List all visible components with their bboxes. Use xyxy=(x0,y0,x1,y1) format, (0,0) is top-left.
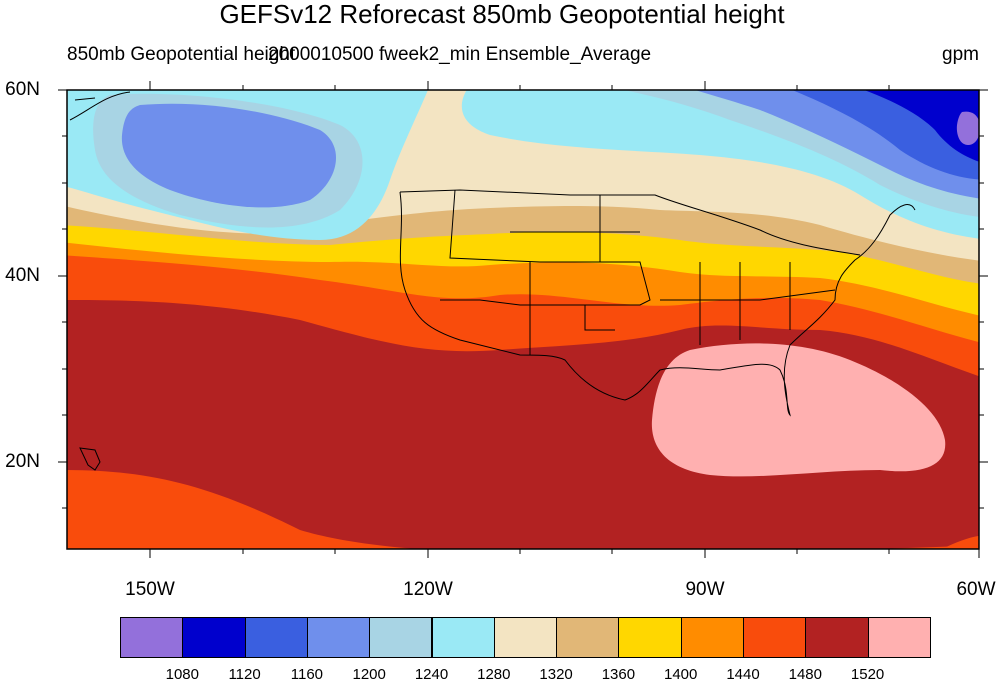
colorbar-label: 1520 xyxy=(850,666,885,683)
run-label: 2000010500 fweek2_min Ensemble_Average xyxy=(268,44,652,65)
colorbar-label: 1080 xyxy=(165,666,199,683)
colorbar-label: 1480 xyxy=(788,666,822,683)
lon-label-60w: 60W xyxy=(956,579,996,600)
band-1160-west xyxy=(121,103,337,208)
colorbar-label: 1240 xyxy=(414,666,449,683)
lat-label-20n: 20N xyxy=(5,451,40,472)
colorbar-label: 1400 xyxy=(664,666,698,683)
units-label: gpm xyxy=(942,44,979,65)
coastlines xyxy=(69,91,916,471)
colorbar-swatch xyxy=(306,617,371,658)
plot-frame xyxy=(66,89,980,550)
lon-label-150w: 150W xyxy=(125,579,175,600)
variable-label: 850mb Geopotential height xyxy=(67,44,296,65)
colorbar-swatch xyxy=(244,617,308,658)
colorbar-swatch xyxy=(680,617,744,658)
colorbar-label: 1120 xyxy=(228,666,261,683)
colorbar-swatch xyxy=(743,617,807,658)
band-1080 xyxy=(864,90,979,162)
colorbar-swatch xyxy=(431,617,495,658)
colorbar-label: 1280 xyxy=(477,666,511,683)
colorbar-label: 1200 xyxy=(352,666,386,683)
colorbar-swatch xyxy=(120,617,184,658)
colorbar-swatch xyxy=(182,617,246,658)
map-title: GEFSv12 Reforecast 850mb Geopotential he… xyxy=(219,0,785,29)
colorbar-label: 1440 xyxy=(726,666,760,683)
colorbar-swatch xyxy=(805,617,869,658)
lon-label-90w: 90W xyxy=(685,579,725,600)
colorbar-swatch xyxy=(556,617,620,658)
colorbar-label: 1360 xyxy=(601,666,636,683)
band-south-1440 xyxy=(67,470,979,549)
lat-label-60n: 60N xyxy=(5,79,40,100)
map-plot xyxy=(58,81,988,558)
colorbar-swatch xyxy=(867,617,931,658)
lon-label-120w: 120W xyxy=(403,579,453,600)
band-1040 xyxy=(956,111,979,145)
colorbar-swatch xyxy=(493,617,558,658)
colorbar-swatch xyxy=(618,617,682,658)
colorbar-label: 1160 xyxy=(290,666,324,683)
contour-fill xyxy=(67,90,979,549)
lat-label-40n: 40N xyxy=(5,265,40,286)
tick-marks xyxy=(58,81,988,558)
colorbar-label: 1320 xyxy=(539,666,573,683)
colorbar-swatch xyxy=(369,617,433,658)
band-south-1440b xyxy=(942,535,979,549)
band-1520-gulf xyxy=(651,343,946,477)
